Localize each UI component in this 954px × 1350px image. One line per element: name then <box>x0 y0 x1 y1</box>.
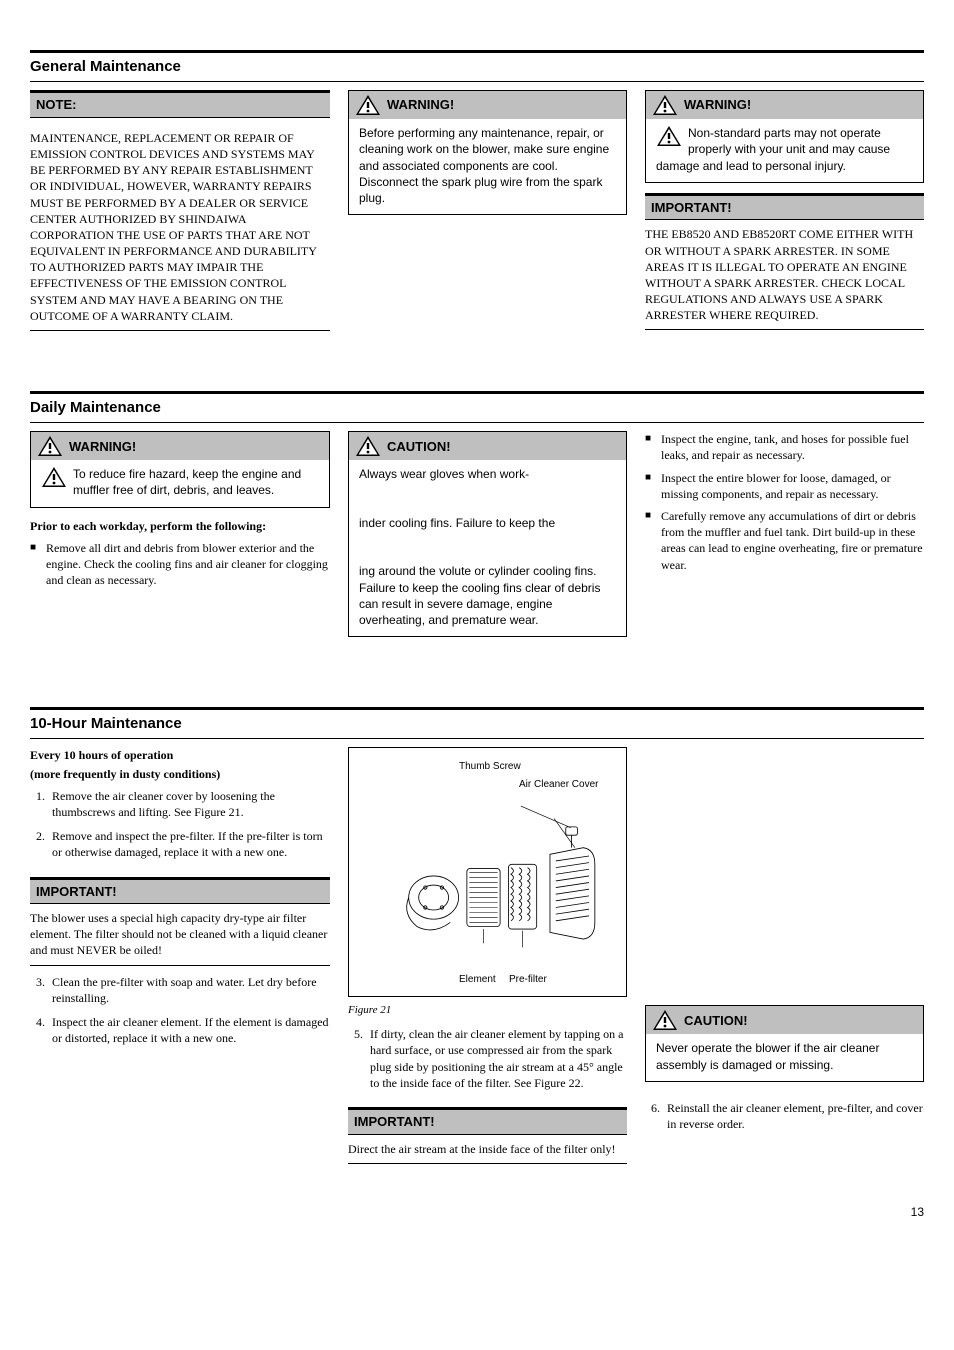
daily-caution-lead: Always wear gloves when work- <box>359 467 529 481</box>
warning-1-title: WARNING! <box>387 96 454 114</box>
daily-caution-title: CAUTION! <box>387 438 451 456</box>
tenhr-caution-header: CAUTION! <box>646 1006 923 1034</box>
important-1-header: IMPORTANT! <box>645 193 924 221</box>
list-item: Inspect the entire blower for loose, dam… <box>645 470 924 502</box>
important-block-1: IMPORTANT! THE EB8520 AND EB8520RT COME … <box>645 193 924 331</box>
prior-heading: Prior to each workday, perform the follo… <box>30 518 330 534</box>
daily-warning-header: WARNING! <box>31 432 329 460</box>
daily-warning-body: To reduce fire hazard, keep the engine a… <box>41 466 319 498</box>
tenhr-caution-lead: Never operate the blower if the air <box>656 1041 837 1055</box>
caution-icon <box>652 1009 678 1031</box>
air-cleaner-diagram <box>363 761 612 984</box>
warning-2-header: WARNING! <box>646 91 923 119</box>
label-cover: Air Cleaner Cover <box>519 778 598 792</box>
label-thumbscrew: Thumb Screw <box>459 760 521 774</box>
page-number: 13 <box>30 1204 924 1220</box>
warning-box-1: WARNING! Before performing any maintenan… <box>348 90 627 215</box>
list-item: Inspect the engine, tank, and hoses for … <box>645 431 924 463</box>
warning-2-body: Non-standard parts may not operate prope… <box>656 125 913 174</box>
tenhr-subhead2: (more frequently in dusty conditions) <box>30 766 330 782</box>
tenhr-step-6: Reinstall the air cleaner element, pre-f… <box>645 1100 924 1132</box>
list-item: Carefully remove any accumulations of di… <box>645 508 924 573</box>
note-header: NOTE: <box>30 90 330 118</box>
note-body: MAINTENANCE, REPLACEMENT OR REPAIR OF EM… <box>30 124 330 331</box>
tenhr-steps-34: Clean the pre-filter with soap and water… <box>30 974 330 1047</box>
list-item: Reinstall the air cleaner element, pre-f… <box>663 1100 924 1132</box>
tenhr-caution-title: CAUTION! <box>684 1012 748 1030</box>
label-element: Element <box>459 973 496 987</box>
daily-caution-body: Always wear gloves when work- inder cool… <box>359 466 616 628</box>
warning-box-2: WARNING! Non-standard parts may not oper… <box>645 90 924 183</box>
figure-21-caption: Figure 21 <box>348 1003 627 1018</box>
warning-icon <box>41 466 67 488</box>
daily-warning-box: WARNING! To reduce fire hazard, keep the… <box>30 431 330 507</box>
tenhr-subhead: Every 10 hours of operation <box>30 747 330 763</box>
daily-caution-mid: inder cooling fins. Failure to keep the <box>359 516 555 530</box>
tenhr-step-5: If dirty, clean the air cleaner element … <box>348 1026 627 1091</box>
figure-21: Thumb Screw Air Cleaner Cover Pre-filter… <box>348 747 627 997</box>
warning-1-body: Before performing any maintenance, repai… <box>359 125 616 206</box>
caution-icon <box>355 435 381 457</box>
important-1-body: THE EB8520 AND EB8520RT COME EITHER WITH… <box>645 226 924 330</box>
tenhr-caution-box: CAUTION! Never operate the blower if the… <box>645 1005 924 1081</box>
list-item: Clean the pre-filter with soap and water… <box>48 974 330 1006</box>
general-maintenance-title: General Maintenance <box>30 50 924 82</box>
tenhr-important-2-body: Direct the air stream at the inside face… <box>348 1141 627 1164</box>
daily-caution-box: CAUTION! Always wear gloves when work- i… <box>348 431 627 637</box>
tenhr-steps-12: Remove the air cleaner cover by loosenin… <box>30 788 330 861</box>
list-item: If dirty, clean the air cleaner element … <box>366 1026 627 1091</box>
warning-icon <box>355 94 381 116</box>
daily-caution-rest: ing around the volute or cylinder coolin… <box>359 564 600 627</box>
daily-caution-header: CAUTION! <box>349 432 626 460</box>
daily-maintenance-title: Daily Maintenance <box>30 391 924 423</box>
warning-2-title: WARNING! <box>684 96 751 114</box>
daily-right-list: Inspect the engine, tank, and hoses for … <box>645 431 924 573</box>
daily-left-item: Remove all dirt and debris from blower e… <box>30 540 330 589</box>
list-item: Remove and inspect the pre-filter. If th… <box>48 828 330 860</box>
daily-warning-lead: To reduce fire hazard, keep <box>73 467 218 481</box>
list-item: Inspect the air cleaner element. If the … <box>48 1014 330 1046</box>
tenhr-important-1-body: The blower uses a special high capacity … <box>30 910 330 966</box>
warning-icon <box>656 125 682 147</box>
label-prefilter: Pre-filter <box>509 973 547 987</box>
list-item: Remove the air cleaner cover by loosenin… <box>48 788 330 820</box>
tenhr-important-2: IMPORTANT! Direct the air stream at the … <box>348 1107 627 1164</box>
warning-1-header: WARNING! <box>349 91 626 119</box>
tenhr-title: 10-Hour Maintenance <box>30 707 924 739</box>
note-block: NOTE: MAINTENANCE, REPLACEMENT OR REPAIR… <box>30 90 330 331</box>
daily-warning-title: WARNING! <box>69 438 136 456</box>
warning-2-lead: Non-standard parts may not <box>688 126 837 140</box>
tenhr-important-1: IMPORTANT! The blower uses a special hig… <box>30 877 330 966</box>
warning-icon <box>652 94 678 116</box>
tenhr-caution-body: Never operate the blower if the air clea… <box>656 1040 913 1072</box>
tenhr-important-2-header: IMPORTANT! <box>348 1107 627 1135</box>
warning-icon <box>37 435 63 457</box>
tenhr-important-1-header: IMPORTANT! <box>30 877 330 905</box>
